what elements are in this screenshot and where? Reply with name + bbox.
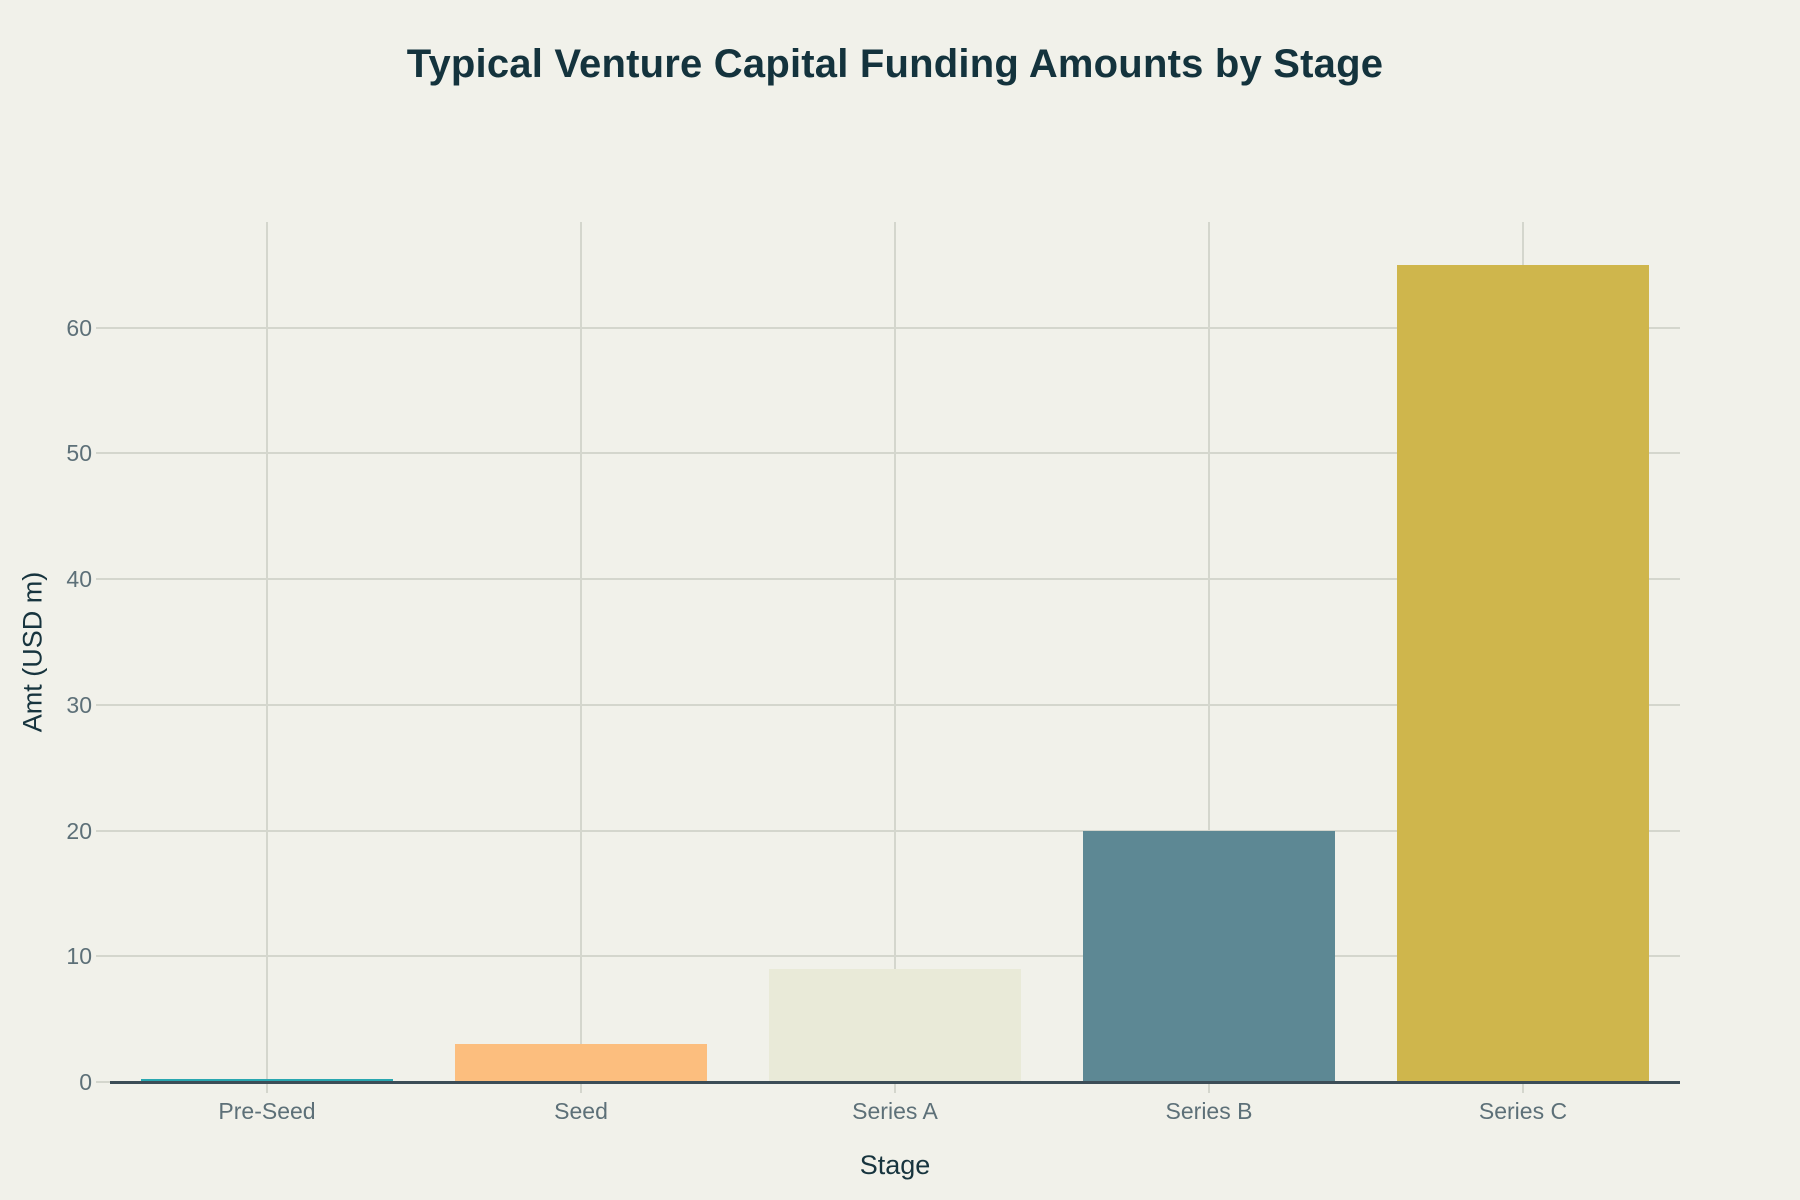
y-tick-mark bbox=[96, 1081, 110, 1083]
bar-series-c[interactable] bbox=[1397, 264, 1649, 1082]
x-tick-mark bbox=[580, 1082, 582, 1093]
x-tick-mark bbox=[266, 1082, 268, 1093]
x-axis-title: Stage bbox=[859, 1150, 931, 1180]
y-tick-mark bbox=[96, 955, 110, 958]
y-tick-label: 10 bbox=[66, 943, 92, 970]
bar-series-a[interactable] bbox=[769, 968, 1021, 1082]
y-tick-label: 30 bbox=[66, 691, 92, 718]
x-tick-label-series-c: Series C bbox=[1478, 1098, 1568, 1124]
x-tick-mark bbox=[1208, 1082, 1210, 1093]
x-gridline bbox=[1208, 222, 1210, 1082]
x-tick-label-pre-seed: Pre-Seed bbox=[218, 1098, 316, 1124]
x-gridline bbox=[580, 222, 582, 1082]
x-gridline bbox=[266, 222, 268, 1082]
x-gridline bbox=[894, 222, 896, 1082]
x-tick-label-series-b: Series B bbox=[1165, 1098, 1253, 1124]
y-tick-mark bbox=[96, 829, 110, 832]
bar-series-b[interactable] bbox=[1083, 830, 1335, 1082]
bar-pre-seed[interactable] bbox=[141, 1078, 393, 1082]
x-axis-line bbox=[110, 1080, 1680, 1084]
y-tick-mark bbox=[96, 578, 110, 581]
bar-seed[interactable] bbox=[455, 1044, 707, 1082]
y-tick-label: 60 bbox=[66, 314, 92, 341]
y-tick-label: 20 bbox=[66, 817, 92, 844]
y-tick-label: 50 bbox=[66, 440, 92, 467]
x-tick-mark bbox=[894, 1082, 896, 1093]
y-tick-mark bbox=[96, 326, 110, 329]
chart-title: Typical Venture Capital Funding Amounts … bbox=[406, 42, 1384, 86]
y-tick-label: 0 bbox=[79, 1069, 92, 1095]
x-tick-label-seed: Seed bbox=[554, 1098, 608, 1124]
x-tick-mark bbox=[1522, 1082, 1524, 1093]
x-tick-label-series-a: Series A bbox=[852, 1098, 938, 1124]
y-tick-mark bbox=[96, 703, 110, 706]
y-tick-mark bbox=[96, 452, 110, 455]
y-tick-label: 40 bbox=[66, 566, 92, 593]
